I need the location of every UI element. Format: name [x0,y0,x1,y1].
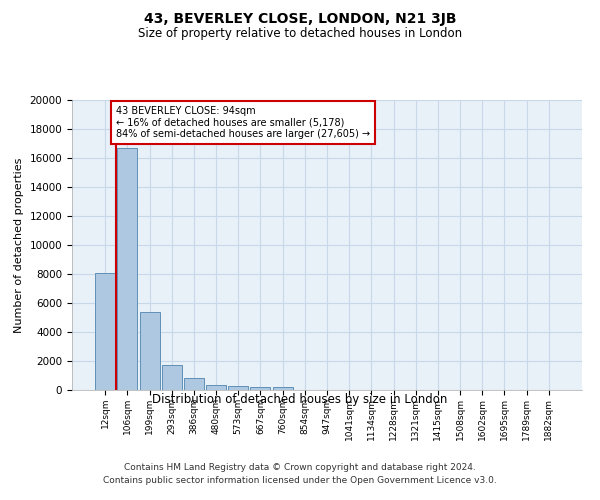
Text: Contains public sector information licensed under the Open Government Licence v3: Contains public sector information licen… [103,476,497,485]
Bar [140,312,160,390]
Bar [206,385,226,390]
Bar [228,386,248,390]
Text: Distribution of detached houses by size in London: Distribution of detached houses by size … [152,392,448,406]
Bar [95,272,115,390]
Bar [184,378,204,390]
Text: Size of property relative to detached houses in London: Size of property relative to detached ho… [138,28,462,40]
Y-axis label: Number of detached properties: Number of detached properties [14,158,24,332]
Bar [162,364,182,390]
Text: Contains HM Land Registry data © Crown copyright and database right 2024.: Contains HM Land Registry data © Crown c… [124,462,476,471]
Bar [118,148,137,390]
Bar [250,387,271,390]
Bar [272,387,293,390]
Text: 43 BEVERLEY CLOSE: 94sqm
← 16% of detached houses are smaller (5,178)
84% of sem: 43 BEVERLEY CLOSE: 94sqm ← 16% of detach… [116,106,370,139]
Text: 43, BEVERLEY CLOSE, LONDON, N21 3JB: 43, BEVERLEY CLOSE, LONDON, N21 3JB [144,12,456,26]
